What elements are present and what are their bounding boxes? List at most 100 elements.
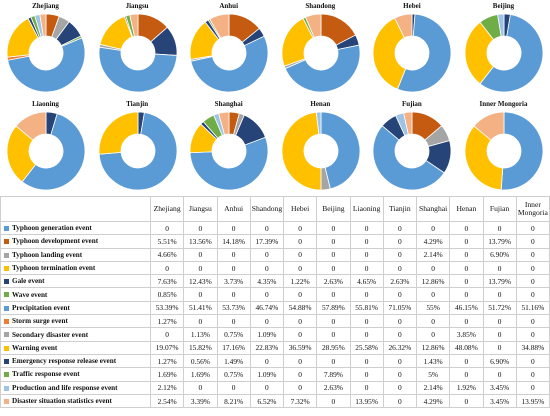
table-cell: 0 xyxy=(482,260,517,276)
event-name: Gale event xyxy=(12,277,45,286)
table-cell: 0 xyxy=(249,247,285,262)
table-cell: 0 xyxy=(249,380,285,395)
table-cell: 3.45% xyxy=(482,380,517,395)
table-cell: 1.09% xyxy=(249,327,285,342)
table-row: Typhoon development event 5.51% 13.56% 14.1… xyxy=(0,234,550,249)
table-row: Production and life response event 2.12% 0… xyxy=(0,380,550,395)
table-cell: 0 xyxy=(382,220,418,236)
table-cell: 14.18% xyxy=(216,234,251,249)
table-cell: 0 xyxy=(515,220,550,236)
column-header: Fujian xyxy=(482,196,517,222)
table-cell: 0 xyxy=(349,260,384,276)
table-cell: 0 xyxy=(249,287,285,302)
table-cell: 0 xyxy=(515,234,550,249)
table-row: Secondary disaster event 0 1.13% 0.75% 1.09%… xyxy=(0,327,550,342)
column-header: Henan xyxy=(449,196,484,222)
donut-slice xyxy=(479,14,544,93)
table-cell: 0 xyxy=(449,234,484,249)
donut-slice xyxy=(304,13,322,38)
table-cell: 51.72% xyxy=(482,300,517,316)
donut-title: Fujian xyxy=(401,100,422,108)
table-cell: 0 xyxy=(249,353,285,369)
donut-slice xyxy=(315,111,322,135)
table-cell: 0 xyxy=(216,287,251,302)
table-cell: 5.51% xyxy=(149,234,185,249)
table-cell: 5% xyxy=(415,367,451,382)
table-cell: 0 xyxy=(282,260,318,276)
table-cell: 2.63% xyxy=(382,274,418,289)
table-cell: 36.59% xyxy=(282,340,318,355)
legend-swatch xyxy=(4,225,9,231)
table-cell: 1.92% xyxy=(449,380,484,395)
table-cell: 55% xyxy=(415,300,451,316)
event-label: Typhoon development event xyxy=(0,234,151,249)
donut-title: Shanghai xyxy=(214,100,243,108)
table-row: Warning event 19.07% 15.82% 17.16% 22.83% 36.… xyxy=(0,340,550,355)
table-cell: 0 xyxy=(316,287,351,302)
donut-slice xyxy=(473,111,505,141)
donut-svg xyxy=(98,13,177,93)
table-cell: 0 xyxy=(515,367,550,382)
table-cell: 0 xyxy=(249,260,285,276)
table-cell: 2.12% xyxy=(149,380,185,395)
table-cell: 0 xyxy=(515,353,550,369)
table-cell: 13.56% xyxy=(183,234,218,249)
legend-swatch xyxy=(4,252,9,258)
event-label: Typhoon landing event xyxy=(0,247,151,262)
legend-swatch xyxy=(4,385,9,391)
table-cell: 13.95% xyxy=(349,393,384,409)
table-cell: 0 xyxy=(183,220,218,236)
table-cell: 0 xyxy=(449,367,484,382)
event-label: Storm surge event xyxy=(0,314,151,329)
table-row: Typhoon generation event 0 0 0 0 0 0 0 0 0 0 0 0 xyxy=(0,220,550,236)
table-cell: 0 xyxy=(183,314,218,329)
table-cell: 17.39% xyxy=(249,234,285,249)
table-cell: 0 xyxy=(316,220,351,236)
event-label: Gale event xyxy=(0,274,151,289)
donut-slice xyxy=(397,13,452,93)
table-cell: 0 xyxy=(515,287,550,302)
table-cell: 0 xyxy=(449,260,484,276)
table-cell: 0 xyxy=(282,220,318,236)
table-cell: 0 xyxy=(349,353,384,369)
table-cell: 19.07% xyxy=(149,340,185,355)
table-cell: 46.74% xyxy=(249,300,285,316)
table-cell: 0 xyxy=(282,353,318,369)
donut-title: Anhui xyxy=(219,2,239,10)
table-cell: 0 xyxy=(282,380,318,395)
table-cell: 0 xyxy=(482,220,517,236)
table-cell: 12.86% xyxy=(415,340,451,355)
donut-chart: Fujian xyxy=(366,98,457,196)
table-cell: 0 xyxy=(183,247,218,262)
donut-chart: Jiangsu xyxy=(92,0,183,98)
donut-slice xyxy=(284,44,361,93)
donut-title: Inner Mongoria xyxy=(479,100,528,108)
event-label: Emergency response release event xyxy=(0,353,151,369)
event-name: Production and life response event xyxy=(12,383,118,392)
table-cell: 0 xyxy=(482,287,517,302)
table-cell: 12.43% xyxy=(183,274,218,289)
event-label: Secondary disaster event xyxy=(0,327,151,342)
table-cell: 0.56% xyxy=(183,353,218,369)
table-cell: 2.63% xyxy=(316,274,351,289)
donut-chart: Tianjin xyxy=(92,98,183,196)
event-name: Warning event xyxy=(12,343,58,352)
donut-slice xyxy=(500,111,544,191)
table-cell: 1.22% xyxy=(282,274,318,289)
table-cell: 0 xyxy=(415,327,451,342)
table-cell: 48.08% xyxy=(449,340,484,355)
table-cell: 0 xyxy=(382,367,418,382)
table-cell: 2.14% xyxy=(415,380,451,395)
donut-slice xyxy=(403,111,413,135)
table-cell: 0 xyxy=(349,247,384,262)
event-label: Precipitation event xyxy=(0,300,151,316)
donut-slice xyxy=(373,17,407,90)
donut-slice xyxy=(394,13,413,39)
event-table: Zhejiang Jiangsu Anhui Shandong Hebei Beijing… xyxy=(0,196,550,416)
donut-grid: Zhejiang Jiangsu Anhui Shandong Hebei Beijing… xyxy=(0,0,550,196)
table-cell: 0 xyxy=(482,367,517,382)
table-cell: 0 xyxy=(183,260,218,276)
legend-swatch xyxy=(4,372,9,378)
table-cell: 0 xyxy=(282,247,318,262)
